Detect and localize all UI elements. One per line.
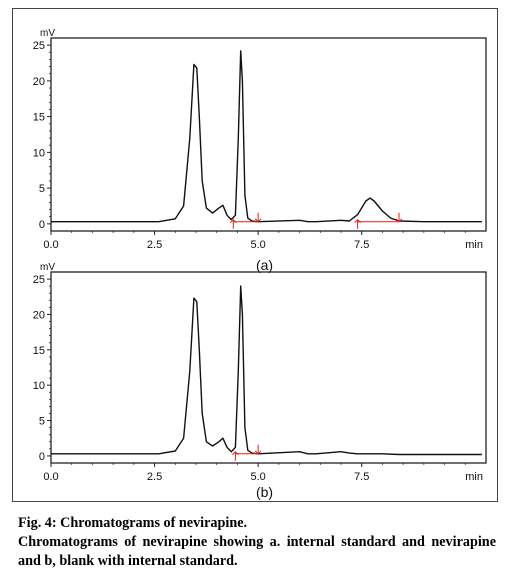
y-tick-label: 25 — [33, 40, 45, 52]
y-axis-label: mV — [40, 262, 55, 273]
plot-area-0 — [50, 37, 487, 232]
plot-area-1 — [50, 271, 487, 464]
caption-text: Chromatograms of nevirapine showing a. i… — [18, 534, 496, 569]
x-tick-label: 0.0 — [43, 239, 58, 251]
peak-end-arrow-0-0 — [254, 212, 262, 223]
caption-title: Fig. 4: Chromatograms of nevirapine. — [18, 515, 248, 531]
y-tick-label: 15 — [33, 112, 45, 124]
peak-start-arrow-0-0 — [229, 218, 237, 229]
panel-label: (a) — [256, 257, 273, 273]
peak-start-arrow-1-0 — [232, 451, 239, 461]
y-tick-label: 15 — [33, 345, 45, 357]
y-tick-label: 20 — [33, 309, 45, 321]
x-tick-label: 5.0 — [250, 239, 265, 251]
x-tick-label: 7.5 — [354, 471, 369, 483]
y-tick-label: 10 — [33, 380, 45, 392]
y-tick-label: 25 — [33, 274, 45, 286]
y-axis-label: mV — [40, 28, 55, 39]
y-tick-label: 20 — [33, 76, 45, 88]
x-tick-label: 7.5 — [354, 239, 369, 251]
peak-start-arrow-0-1 — [354, 218, 361, 229]
chromatogram-figure: 0 5 10 15 20 25 0.0 2.5 5.0 7.5 mV min (a) 0 5 10 15 20 25… — [33, 28, 487, 500]
figure-frame — [12, 8, 498, 502]
y-tick-label: 5 — [39, 416, 45, 428]
peak-end-arrow-0-1 — [395, 212, 403, 223]
chromatogram-trace-1-0 — [51, 285, 482, 456]
figure-caption: Fig. 4: Chromatograms of nevirapine. Chr… — [18, 514, 496, 571]
peak-end-arrow-1-0 — [254, 444, 262, 455]
x-axis-label: min — [465, 471, 483, 483]
y-tick-label: 10 — [33, 147, 45, 159]
panel-label: (b) — [256, 484, 273, 500]
x-tick-label: 0.0 — [43, 471, 58, 483]
x-tick-label: 2.5 — [147, 239, 162, 251]
y-tick-label: 5 — [39, 183, 45, 195]
y-tick-label: 0 — [39, 451, 45, 463]
chromatogram-trace-0-0 — [51, 50, 482, 223]
x-tick-label: 5.0 — [250, 471, 265, 483]
x-tick-label: 2.5 — [147, 471, 162, 483]
y-tick-label: 0 — [39, 219, 45, 231]
x-axis-label: min — [465, 239, 483, 251]
